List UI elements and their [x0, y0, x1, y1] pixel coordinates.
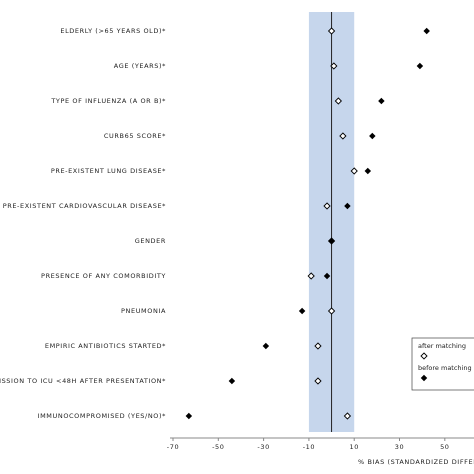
category-label: CURB65 SCORE*: [104, 132, 166, 140]
x-axis-title: % BIAS (STANDARDIZED DIFFERENCE: [358, 458, 474, 466]
marker: [350, 167, 358, 175]
category-label: ELDERLY (>65 YEARS OLD)*: [60, 27, 166, 35]
marker: [334, 97, 342, 105]
legend-marker: [420, 352, 428, 360]
category-label: PRESENCE OF ANY COMORBIDITY: [41, 272, 166, 280]
x-tick-label: 30: [395, 443, 404, 451]
marker: [416, 62, 424, 70]
category-label: EMPIRIC ANTIBIOTICS STARTED*: [45, 342, 166, 350]
marker: [339, 132, 347, 140]
category-label: ISSION TO ICU <48H AFTER PRESENTATION*: [0, 377, 166, 385]
legend-label: before matching: [418, 364, 472, 372]
x-tick-label: -10: [303, 443, 315, 451]
marker: [185, 412, 193, 420]
category-label: PNEUMONIA: [121, 307, 166, 315]
x-tick-label: -30: [257, 443, 269, 451]
x-tick-label: -50: [212, 443, 224, 451]
marker: [262, 342, 270, 350]
x-tick-label: 10: [349, 443, 358, 451]
legend-label: after matching: [418, 342, 466, 350]
category-label: PRE-EXISTENT CARDIOVASCULAR DISEASE*: [3, 202, 166, 210]
marker: [423, 27, 430, 35]
marker: [323, 202, 331, 210]
marker: [327, 27, 336, 35]
marker: [344, 202, 351, 210]
marker: [228, 377, 236, 385]
legend-box: [411, 337, 474, 391]
marker: [328, 237, 335, 245]
marker: [323, 272, 331, 280]
marker: [314, 377, 322, 385]
category-label: IMMUNOCOMPROMISED (YES/NO)*: [38, 412, 167, 420]
marker: [343, 412, 352, 420]
category-label: PRE-EXISTENT LUNG DISEASE*: [51, 167, 166, 175]
marker: [369, 132, 376, 140]
category-label: GENDER: [135, 237, 166, 245]
x-tick-label: -70: [167, 443, 179, 451]
x-tick-label: 50: [440, 443, 449, 451]
marker: [298, 307, 306, 315]
marker: [364, 167, 372, 175]
category-label: AGE (YEARS)*: [114, 62, 166, 70]
legend-marker: [420, 374, 428, 382]
marker: [314, 342, 322, 350]
category-label: TYPE OF INFLUENZA (A OR B)*: [50, 97, 166, 105]
marker: [307, 272, 315, 280]
marker: [327, 307, 336, 315]
marker: [330, 62, 338, 70]
marker: [378, 97, 385, 105]
